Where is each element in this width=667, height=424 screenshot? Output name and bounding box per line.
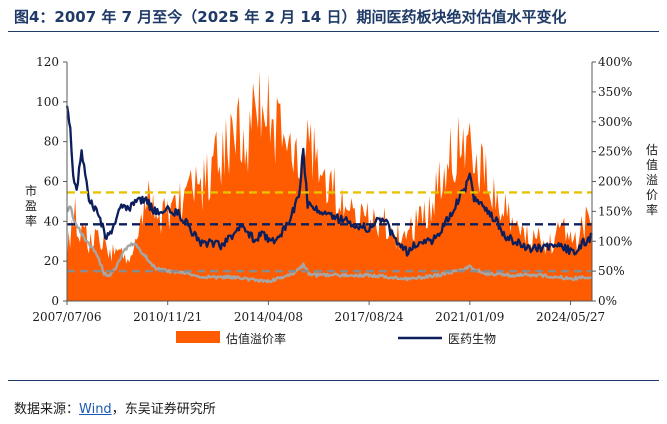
right-tick-label: 150%: [598, 204, 632, 218]
right-tick-label: 50%: [598, 264, 625, 278]
left-tick-label: 120: [36, 55, 59, 69]
reference-lines: [67, 191, 592, 273]
pe-line: [65, 105, 593, 257]
right-tick-label: 200%: [598, 175, 632, 189]
x-tick-label: 2024/05/27: [536, 310, 605, 324]
right-tick-label: 300%: [598, 115, 632, 129]
right-axis-label: 溢: [646, 173, 658, 187]
legend: 估值溢价率 医药生物: [176, 331, 496, 346]
x-tick-label: 2014/04/08: [234, 310, 303, 324]
gray-line: [66, 205, 593, 284]
legend-label: 医药生物: [448, 332, 496, 346]
left-tick-label: 60: [44, 175, 59, 189]
x-tick-label: 2017/08/24: [335, 310, 405, 324]
left-tick-label: 40: [44, 214, 59, 228]
left-tick-label: 80: [44, 135, 59, 149]
right-tick-label: 250%: [598, 145, 632, 159]
left-axis-label: 市: [25, 183, 37, 198]
title-rule: [8, 31, 659, 32]
right-tick-label: 400%: [598, 55, 632, 69]
legend-label: 估值溢价率: [226, 331, 286, 346]
right-tick-label: 100%: [598, 234, 632, 248]
left-axis-label: 盈: [25, 199, 37, 213]
figure-title: 图4：2007 年 7 月至今（2025 年 2 月 14 日）期间医药板块绝对…: [14, 8, 567, 26]
source-link[interactable]: Wind: [79, 402, 112, 417]
right-axis-label: 价: [646, 188, 658, 202]
source-note: 数据来源：Wind，东吴证券研究所: [14, 398, 216, 417]
left-tick-label: 20: [44, 254, 59, 268]
right-tick-label: 350%: [598, 85, 632, 99]
premium-area-layer: [67, 70, 592, 301]
right-axis-label: 估: [646, 143, 658, 157]
right-tick-label: 0%: [598, 294, 617, 308]
source-suffix: ，东吴证券研究所: [111, 402, 216, 417]
chart: 0 20 40 60 80 100 120 0% 50% 100% 150% 200% 250% 300%…: [25, 55, 658, 346]
left-tick-label: 100: [36, 95, 59, 109]
premium-area: [67, 70, 592, 301]
legend-swatch-premium: [176, 331, 220, 343]
footer-rule: [8, 380, 659, 381]
x-tick-label: 2010/11/21: [133, 310, 202, 324]
x-tick-label: 2021/01/09: [435, 310, 504, 324]
line-layer: [65, 105, 593, 284]
source-prefix: 数据来源：: [14, 402, 80, 417]
left-tick-label: 0: [51, 294, 59, 308]
axes: 0 20 40 60 80 100 120 0% 50% 100% 150% 200% 250% 300%…: [25, 55, 658, 324]
x-tick-label: 2007/07/06: [32, 310, 101, 324]
right-axis-label: 率: [646, 202, 658, 217]
right-axis-label: 值: [646, 157, 658, 172]
left-axis-label: 率: [25, 213, 37, 228]
